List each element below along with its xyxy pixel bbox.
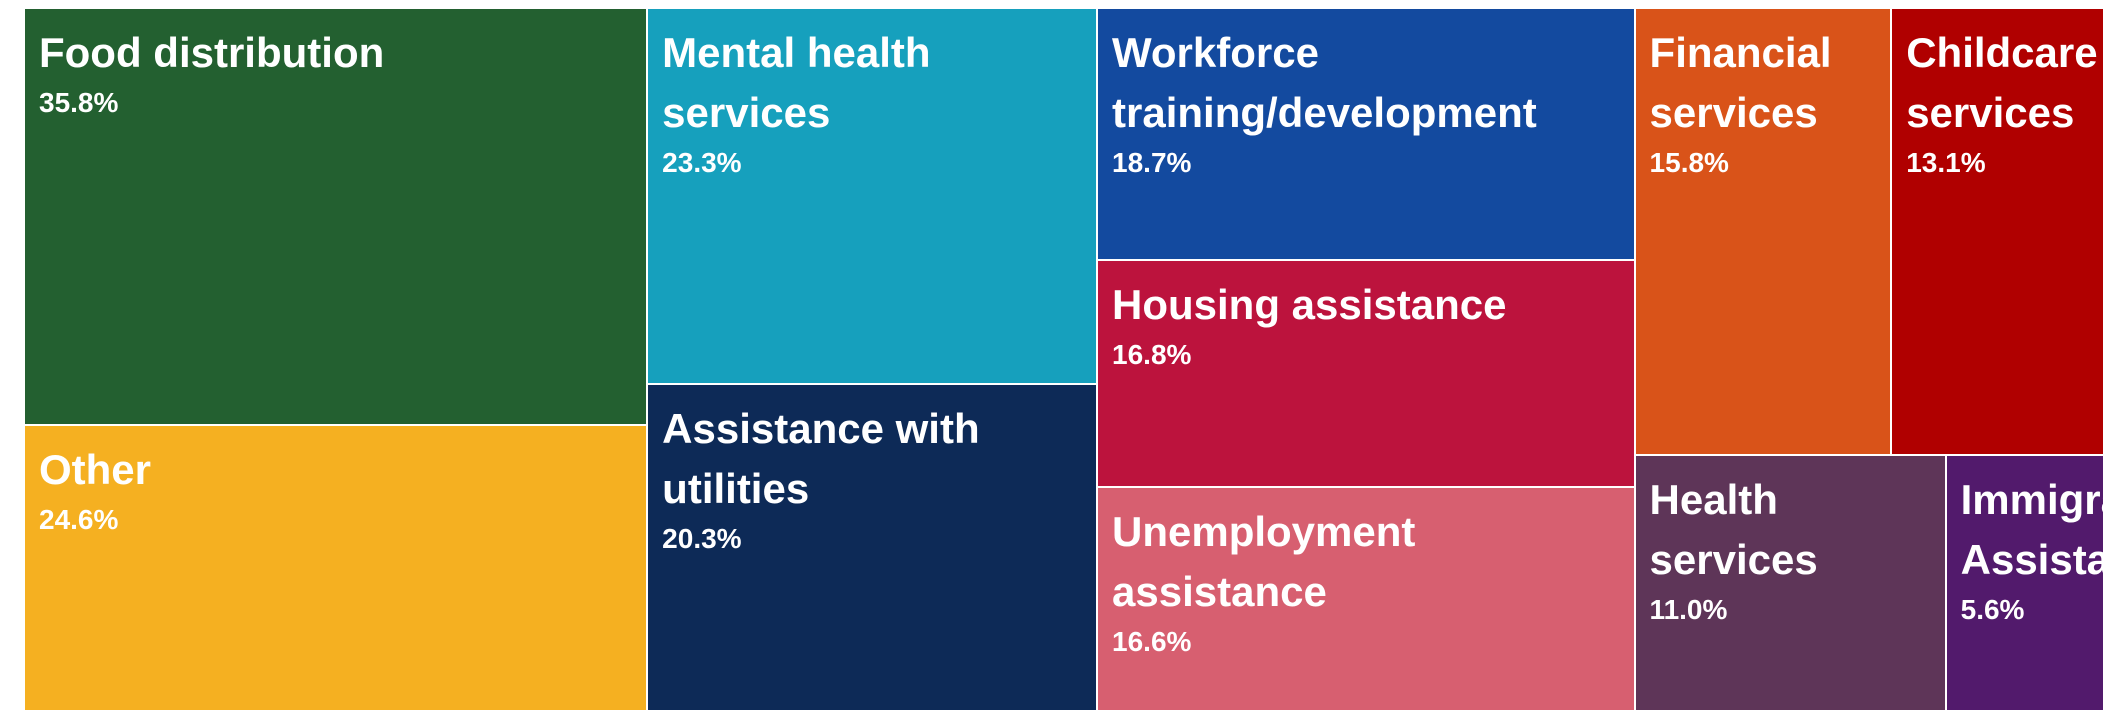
tile-label: Immigration Assistance 5.6% [1960, 470, 2103, 630]
value-label: 15.8% [1649, 147, 1729, 178]
tile: Other 24.6% [24, 424, 648, 711]
category-label: Workforce training/development [1112, 29, 1537, 136]
category-label: Childcare services [1906, 29, 2098, 136]
value-label: 35.8% [39, 87, 119, 118]
tile: Food distribution 35.8% [24, 8, 648, 425]
tile-label: Other 24.6% [39, 440, 636, 540]
category-label: Food distribution [39, 29, 385, 76]
tile: Assistance with utilities 20.3% [647, 383, 1097, 711]
category-label: Immigration Assistance [1960, 475, 2103, 583]
category-label: Mental health services [662, 29, 931, 136]
value-label: 5.6% [1960, 593, 2025, 625]
category-label: Unemployment assistance [1112, 508, 1416, 615]
tile: Workforce training/development 18.7% [1097, 8, 1635, 261]
tile: Immigration Assistance 5.6% [1945, 454, 2104, 711]
value-label: 24.6% [39, 503, 119, 535]
tile-label: Health services 11.0% [1650, 470, 1935, 630]
tile-label: Mental health services 23.3% [662, 23, 1086, 183]
value-label: 18.7% [1112, 147, 1192, 178]
tile-label: Financial services 15.8% [1650, 23, 1881, 183]
tile: Health services 11.0% [1634, 454, 1946, 711]
tile-label: Workforce training/development 18.7% [1112, 23, 1624, 183]
tile: Childcare services 13.1% [1891, 8, 2104, 455]
value-label: 13.1% [1906, 147, 1986, 178]
tile: Housing assistance 16.8% [1097, 260, 1635, 487]
category-label: Health services [1649, 475, 1818, 583]
value-label: 11.0% [1649, 593, 1728, 625]
value-label: 20.3% [662, 522, 742, 554]
value-label: 16.8% [1112, 339, 1192, 371]
tile-label: Assistance with utilities 20.3% [662, 399, 1086, 559]
tile: Mental health services 23.3% [647, 8, 1097, 384]
value-label: 23.3% [662, 147, 742, 178]
category-label: Other [39, 445, 152, 493]
tile: Financial services 15.8% [1634, 8, 1892, 455]
tile-label: Childcare services 13.1% [1906, 23, 2098, 183]
tile-label: Food distribution 35.8% [39, 23, 636, 123]
tile: Unemployment assistance 16.6% [1097, 487, 1635, 711]
value-label: 16.6% [1112, 626, 1192, 657]
tile-label: Housing assistance 16.8% [1112, 275, 1624, 375]
category-label: Housing assistance [1112, 281, 1507, 329]
category-label: Assistance with utilities [662, 404, 980, 512]
category-label: Financial services [1649, 29, 1832, 136]
tile-label: Unemployment assistance 16.6% [1112, 502, 1624, 662]
